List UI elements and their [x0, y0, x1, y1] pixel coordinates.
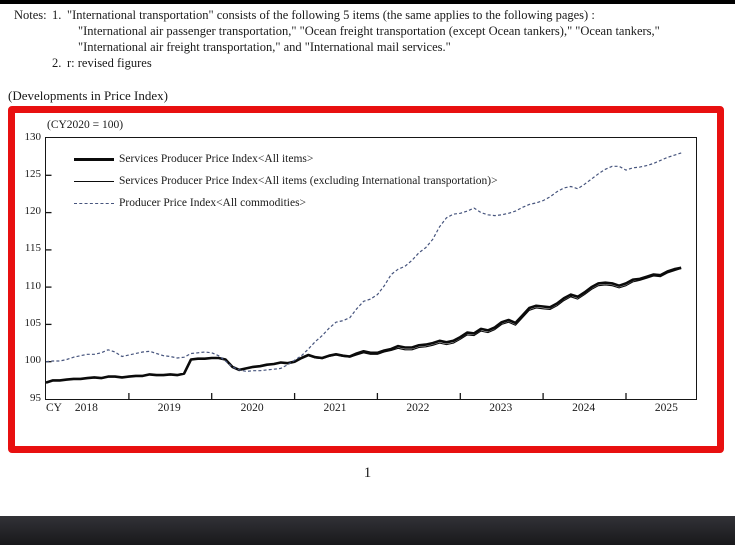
series-line-sppi-excl-intl-transport: [46, 267, 682, 384]
thin-line-sample-icon: [74, 180, 114, 182]
taskbar-strip: [0, 516, 735, 545]
thick-line-sample-icon: [74, 157, 114, 161]
y-axis-tick-label: 120: [24, 205, 42, 218]
chart-legend: Services Producer Price Index<All items>…: [74, 148, 498, 214]
x-axis-prefix: CY: [46, 402, 62, 414]
dashed-line-sample-icon: [74, 202, 114, 204]
x-axis-year-label: 2020: [240, 402, 264, 414]
y-axis-tick-label: 95: [30, 391, 41, 404]
note-item-2: 2. r: revised figures: [14, 55, 714, 71]
y-axis-tick-label: 115: [24, 242, 41, 255]
price-index-chart: Services Producer Price Index<All items>…: [45, 137, 697, 400]
series-line-ppi-all-commodities: [46, 152, 682, 372]
x-axis-year-label: 2022: [406, 402, 430, 414]
legend-item-sppi-all: Services Producer Price Index<All items>: [74, 148, 498, 170]
y-axis-tick-label: 100: [24, 354, 42, 367]
note-1-line-1: "International transportation" consists …: [67, 8, 595, 22]
note-2-number: 2.: [52, 56, 62, 70]
page-number: 1: [363, 465, 372, 481]
notes-block: Notes: 1. "International transportation"…: [14, 7, 714, 71]
note-1-number: 1.: [52, 8, 62, 22]
x-axis-year-label: 2024: [572, 402, 596, 414]
legend-label: Services Producer Price Index<All items>: [119, 153, 314, 165]
y-axis-tick-label: 125: [24, 167, 42, 180]
note-1-body: "International transportation" consists …: [67, 7, 714, 55]
y-axis-tick-label: 105: [24, 316, 42, 329]
legend-item-sppi-excl: Services Producer Price Index<All items …: [74, 170, 498, 192]
note-item-1: Notes: 1. "International transportation"…: [14, 7, 714, 55]
y-axis-tick-label: 110: [24, 279, 41, 292]
window-top-strip: [0, 0, 735, 4]
series-line-sppi-all-items: [46, 266, 682, 384]
note-1-line-2: "International air passenger transportat…: [78, 24, 660, 38]
x-axis-year-label: 2021: [323, 402, 347, 414]
index-base-label: (CY2020 = 100): [47, 119, 124, 131]
x-axis-year-label: 2025: [654, 402, 678, 414]
x-axis-year-label: 2023: [489, 402, 513, 414]
legend-label: Services Producer Price Index<All items …: [119, 175, 498, 187]
note-2-body: r: revised figures: [67, 56, 152, 70]
y-axis-tick-label: 130: [24, 130, 42, 143]
x-axis-year-label: 2019: [157, 402, 181, 414]
note-1-line-3: "International air freight transportatio…: [78, 40, 451, 54]
x-axis-year-label: 2018: [74, 402, 98, 414]
section-title: (Developments in Price Index): [8, 88, 168, 103]
legend-item-ppi: Producer Price Index<All commodities>: [74, 192, 498, 214]
notes-label: Notes:: [14, 8, 47, 22]
chart-plot-canvas: [46, 152, 682, 399]
legend-label: Producer Price Index<All commodities>: [119, 197, 307, 209]
